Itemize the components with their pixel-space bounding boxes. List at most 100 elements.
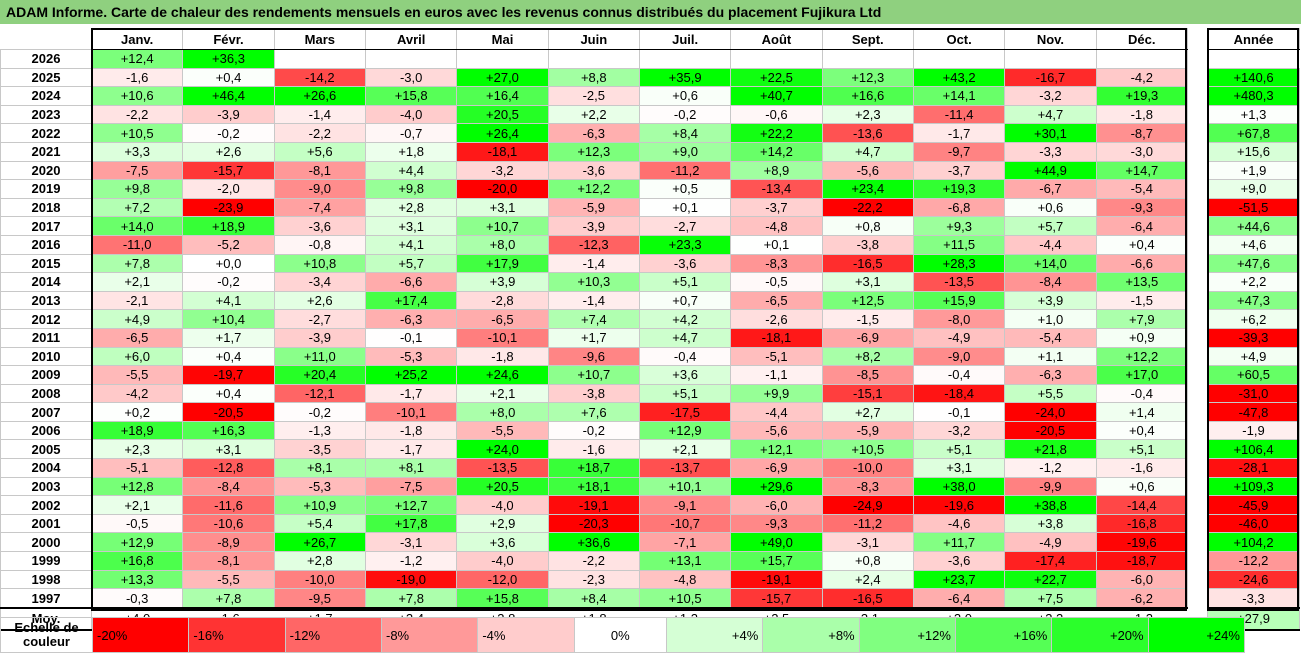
year-label: 2023	[0, 104, 92, 125]
heatmap-cell: -3,7	[912, 160, 1006, 181]
heatmap-cell: -7,4	[273, 197, 366, 218]
year-label: 2010	[0, 346, 92, 367]
heatmap-cell: +23,7	[912, 569, 1006, 590]
heatmap-cell: +8,4	[638, 123, 732, 143]
heatmap-cell: +8,1	[364, 458, 458, 478]
heatmap-cell: -5,9	[547, 197, 640, 218]
year-label: 2003	[0, 476, 92, 497]
heatmap-cell	[273, 49, 366, 69]
heatmap-cell: +19,3	[1095, 86, 1188, 106]
corner-cell	[1, 29, 92, 50]
heatmap-cell: -16,5	[821, 253, 914, 274]
heatmap-cell: +3,6	[638, 365, 732, 385]
year-label: 2012	[0, 309, 92, 329]
heatmap-cell: -5,2	[182, 234, 275, 255]
annual-cell: +15,6	[1207, 141, 1300, 162]
heatmap-cell: +22,7	[1004, 569, 1097, 590]
heatmap-cell: -5,4	[1004, 327, 1097, 348]
year-label: 2007	[0, 402, 92, 422]
heatmap-cell: +14,2	[730, 141, 823, 162]
heatmap-cell: -19,6	[912, 495, 1006, 515]
annual-cell: +106,4	[1207, 439, 1300, 460]
heatmap-cell: -10,0	[273, 569, 366, 590]
annual-cell: +4,6	[1207, 234, 1300, 255]
heatmap-cell: -4,0	[456, 551, 549, 571]
heatmap-cell: -9,5	[273, 588, 366, 609]
heatmap-cell: -16,7	[1004, 67, 1097, 88]
heatmap-cell: -19,1	[730, 569, 823, 590]
annual-cell: +47,3	[1207, 290, 1300, 311]
heatmap-cell: -10,7	[638, 513, 732, 534]
year-row: 2006 +18,9 +16,3 -1,3 -1,8 -5,5 -0,2 +12,9 -5,6-…	[0, 420, 1188, 441]
month-header: Déc.	[1095, 28, 1188, 50]
heatmap-cell: -0,7	[364, 123, 458, 143]
heatmap-cell: -12,0	[456, 569, 549, 590]
heatmap-cell: -24,0	[1004, 402, 1097, 422]
annual-cell: +104,2	[1207, 532, 1300, 553]
heatmap-cell: +2,3	[90, 439, 184, 460]
heatmap-cell: +4,9	[90, 309, 184, 329]
heatmap-cell: -0,2	[182, 123, 275, 143]
year-row: 2012 +4,9 +10,4 -2,7 -6,3 -6,5 +7,4 +4,2 -2,6 -1,…	[0, 309, 1188, 329]
heatmap-cell: +0,6	[638, 86, 732, 106]
heatmap-cell: +18,9	[182, 216, 275, 236]
year-row: 2022 +10,5 -0,2 -2,2 -0,7 +26,4 -6,3 +8,4 +22,2-…	[0, 123, 1188, 143]
year-row: 2026 +12,4 +36,3	[0, 49, 1188, 69]
year-row: 2017 +14,0 +18,9 -3,6 +3,1 +10,7 -3,9 -2,7 -4,8 +…	[0, 216, 1188, 236]
heatmap-cell: -3,5	[273, 439, 366, 460]
heatmap-cell: +8,0	[456, 402, 549, 422]
heatmap-cell: -0,2	[638, 104, 732, 125]
heatmap-cell: +15,7	[730, 551, 823, 571]
year-label: 1997	[0, 588, 92, 609]
heatmap-cell: +20,5	[456, 476, 549, 497]
heatmap-cell: -2,7	[638, 216, 732, 236]
scale-swatch: -12%	[284, 617, 382, 653]
heatmap-cell: -8,3	[821, 476, 914, 497]
heatmap-cell	[1004, 49, 1097, 69]
year-label: 2009	[0, 365, 92, 385]
heatmap-cell: -10,1	[456, 327, 549, 348]
month-header: Juil.	[638, 28, 732, 50]
year-row: 2019 +9,8 -2,0 -9,0 +9,8 -20,0 +12,2 +0,5 -13,4 +…	[0, 179, 1188, 199]
heatmap-cell: +12,3	[821, 67, 914, 88]
heatmap-cell: -9,3	[730, 513, 823, 534]
heatmap-cell: +7,2	[90, 197, 184, 218]
heatmap-cell: +15,8	[364, 86, 458, 106]
year-row: 2003 +12,8 -8,4 -5,3 -7,5 +20,5 +18,1 +10,1 +29,…	[0, 476, 1188, 497]
heatmap-cell: -3,6	[547, 160, 640, 181]
heatmap-cell: -17,4	[1004, 551, 1097, 571]
heatmap-cell: -0,6	[730, 104, 823, 125]
heatmap-cell: -13,5	[456, 458, 549, 478]
scale-swatch: +20%	[1051, 617, 1149, 653]
heatmap-cell: -8,0	[912, 309, 1006, 329]
heatmap-cell: +4,7	[821, 141, 914, 162]
heatmap-cell: +20,4	[273, 365, 366, 385]
heatmap-cell	[638, 49, 732, 69]
scale-swatch: -20%	[91, 617, 190, 653]
heatmap-cell: -5,5	[182, 569, 275, 590]
heatmap-cell: +10,6	[90, 86, 184, 106]
year-row: 2020 -7,5 -15,7 -8,1 +4,4 -3,2 -3,6 -11,2 +8,9 -5…	[0, 160, 1188, 181]
heatmap-cell: -6,9	[730, 458, 823, 478]
heatmap-cell: +12,2	[547, 179, 640, 199]
heatmap-cell: -7,1	[638, 532, 732, 553]
year-label: 2001	[0, 513, 92, 534]
heatmap-cell	[730, 49, 823, 69]
heatmap-cell: -3,6	[273, 216, 366, 236]
year-row: 2025 -1,6 +0,4 -14,2 -3,0 +27,0 +8,8 +35,9 +22,5…	[0, 67, 1188, 88]
heatmap-cell: +10,8	[273, 253, 366, 274]
heatmap-cell: +17,9	[456, 253, 549, 274]
heatmap-cell: +8,1	[273, 458, 366, 478]
annual-table: Année +140,6 +480,3 +1,3 +67,8 +15,6 +1,9 +9,0…	[1207, 28, 1300, 631]
heatmap-cell: +15,8	[456, 588, 549, 609]
year-row: 2000 +12,9 -8,9 +26,7 -3,1 +3,6 +36,6 -7,1 +49,0…	[0, 532, 1188, 553]
heatmap-cell: +10,5	[90, 123, 184, 143]
year-label: 2004	[0, 458, 92, 478]
heatmap-cell: +5,1	[638, 272, 732, 292]
annual-cell: +1,9	[1207, 160, 1300, 181]
heatmap-cell: -3,7	[730, 197, 823, 218]
heatmap-cell: -9,1	[638, 495, 732, 515]
year-label: 2014	[0, 272, 92, 292]
heatmap-cell: +13,3	[90, 569, 184, 590]
year-row: 1997 -0,3 +7,8 -9,5 +7,8 +15,8 +8,4 +10,5 -15,7-…	[0, 588, 1188, 609]
